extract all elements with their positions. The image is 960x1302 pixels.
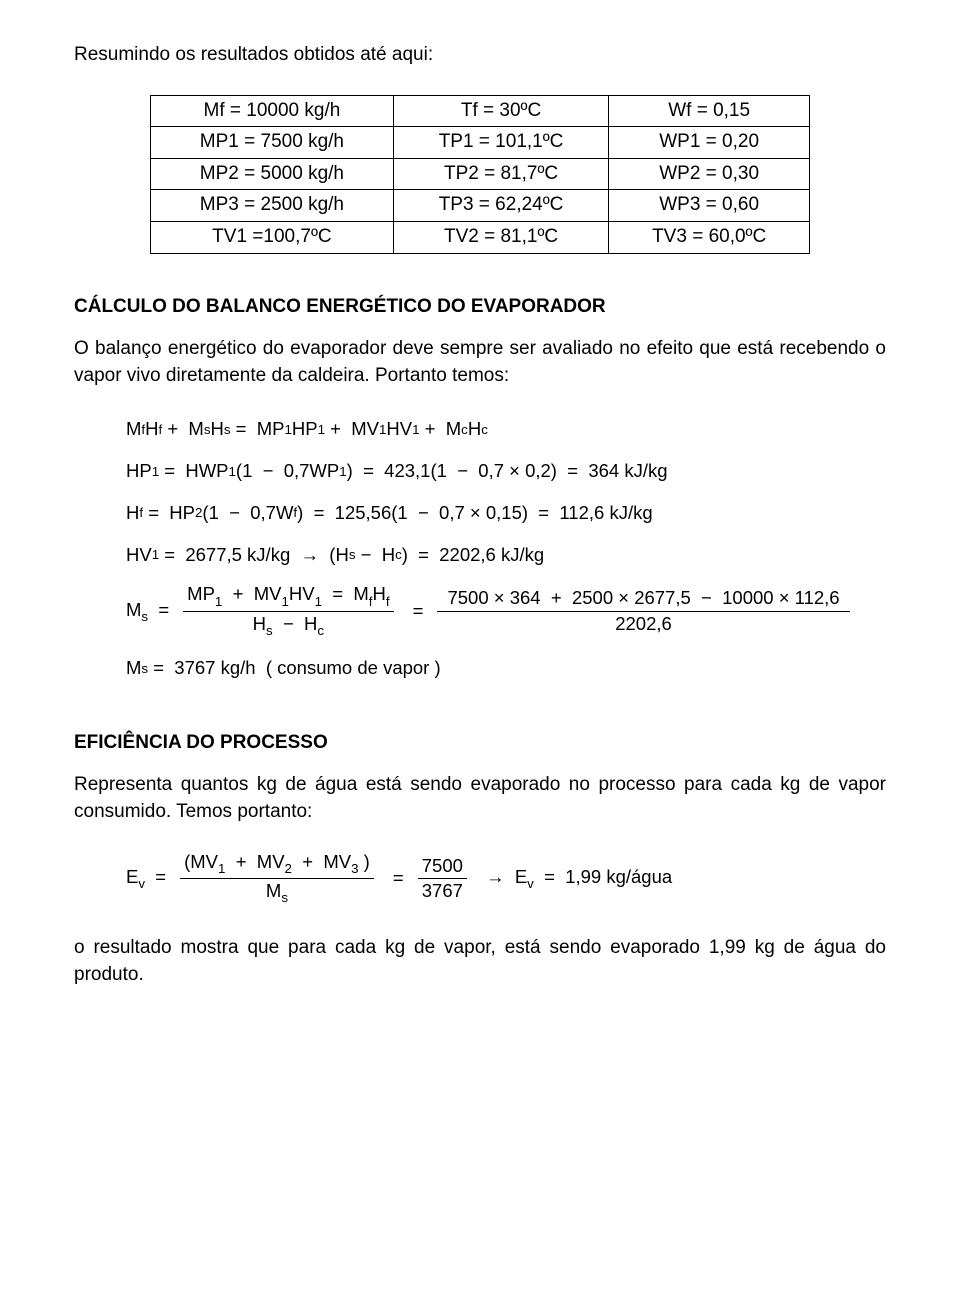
table-cell: Tf = 30ºC bbox=[393, 95, 609, 127]
table-cell: WP3 = 0,60 bbox=[609, 190, 810, 222]
table-row: MP2 = 5000 kg/h TP2 = 81,7ºC WP2 = 0,30 bbox=[151, 158, 810, 190]
table-row: MP3 = 2500 kg/h TP3 = 62,24ºC WP3 = 0,60 bbox=[151, 190, 810, 222]
numerator: 7500 × 364 + 2500 × 2677,5 − 10000 × 112… bbox=[437, 588, 849, 611]
fraction: (MV1 + MV2 + MV3 ) Ms bbox=[180, 852, 374, 906]
equation: HV1 = 2677,5 kJ/kg → (Hs − Hc ) = 2202,6… bbox=[126, 541, 886, 569]
denominator: Hs − Hc bbox=[249, 612, 328, 638]
equation: Hf = HP2 (1 − 0,7Wf ) = 125,56(1 − 0,7 ×… bbox=[126, 499, 886, 527]
table-cell: TV3 = 60,0ºC bbox=[609, 221, 810, 253]
table-cell: WP2 = 0,30 bbox=[609, 158, 810, 190]
balance-intro-text: O balanço energético do evaporador deve … bbox=[74, 336, 886, 389]
document-page: Resumindo os resultados obtidos até aqui… bbox=[0, 0, 960, 1302]
table-cell: TP3 = 62,24ºC bbox=[393, 190, 609, 222]
equation-fraction: Ms = MP1 + MV1HV1 = MfHf Hs − Hc = 7500 … bbox=[126, 584, 886, 638]
fraction: 7500 × 364 + 2500 × 2677,5 − 10000 × 112… bbox=[437, 588, 849, 634]
table-cell: MP2 = 5000 kg/h bbox=[151, 158, 394, 190]
equation-fraction: Ev = (MV1 + MV2 + MV3 ) Ms = 7500 3767 →… bbox=[126, 852, 886, 906]
table-row: MP1 = 7500 kg/h TP1 = 101,1ºC WP1 = 0,20 bbox=[151, 127, 810, 159]
table-cell: TP2 = 81,7ºC bbox=[393, 158, 609, 190]
table-cell: TV1 =100,7ºC bbox=[151, 221, 394, 253]
table-row: Mf = 10000 kg/h Tf = 30ºC Wf = 0,15 bbox=[151, 95, 810, 127]
table-row: TV1 =100,7ºC TV2 = 81,1ºC TV3 = 60,0ºC bbox=[151, 221, 810, 253]
table-cell: MP1 = 7500 kg/h bbox=[151, 127, 394, 159]
efficiency-intro-text: Representa quantos kg de água está sendo… bbox=[74, 772, 886, 825]
equation: Ms = 3767 kg/h ( consumo de vapor ) bbox=[126, 654, 886, 682]
table-cell: MP3 = 2500 kg/h bbox=[151, 190, 394, 222]
section-title-efficiency: EFICIÊNCIA DO PROCESSO bbox=[74, 730, 886, 757]
eq-mid: = bbox=[408, 597, 424, 625]
eq-rhs: → Ev = 1,99 kg/água bbox=[481, 863, 672, 894]
table-cell: TP1 = 101,1ºC bbox=[393, 127, 609, 159]
numerator: MP1 + MV1HV1 = MfHf bbox=[183, 584, 393, 611]
equation-block: Ev = (MV1 + MV2 + MV3 ) Ms = 7500 3767 →… bbox=[126, 852, 886, 906]
equation-block: MfHf + MsHs = MP1HP1 + MV1HV1 + McHc HP1… bbox=[126, 415, 886, 681]
denominator: 3767 bbox=[418, 879, 467, 901]
eq-lhs: Ms = bbox=[126, 596, 169, 627]
results-table: Mf = 10000 kg/h Tf = 30ºC Wf = 0,15 MP1 … bbox=[150, 95, 810, 254]
table-cell: Wf = 0,15 bbox=[609, 95, 810, 127]
fraction: 7500 3767 bbox=[418, 856, 467, 902]
numerator: (MV1 + MV2 + MV3 ) bbox=[180, 852, 374, 879]
intro-text: Resumindo os resultados obtidos até aqui… bbox=[74, 42, 886, 69]
denominator: Ms bbox=[262, 879, 292, 905]
equation: MfHf + MsHs = MP1HP1 + MV1HV1 + McHc bbox=[126, 415, 886, 443]
efficiency-result-text: o resultado mostra que para cada kg de v… bbox=[74, 935, 886, 988]
table-cell: Mf = 10000 kg/h bbox=[151, 95, 394, 127]
section-title-balance: CÁLCULO DO BALANCO ENERGÉTICO DO EVAPORA… bbox=[74, 294, 886, 321]
equation: HP1 = HWP1 (1 − 0,7WP1 ) = 423,1(1 − 0,7… bbox=[126, 457, 886, 485]
table-cell: WP1 = 0,20 bbox=[609, 127, 810, 159]
eq-mid: = bbox=[388, 864, 404, 892]
denominator: 2202,6 bbox=[605, 612, 682, 634]
fraction: MP1 + MV1HV1 = MfHf Hs − Hc bbox=[183, 584, 393, 638]
numerator: 7500 bbox=[418, 856, 467, 879]
table-cell: TV2 = 81,1ºC bbox=[393, 221, 609, 253]
eq-lhs: Ev = bbox=[126, 863, 166, 894]
